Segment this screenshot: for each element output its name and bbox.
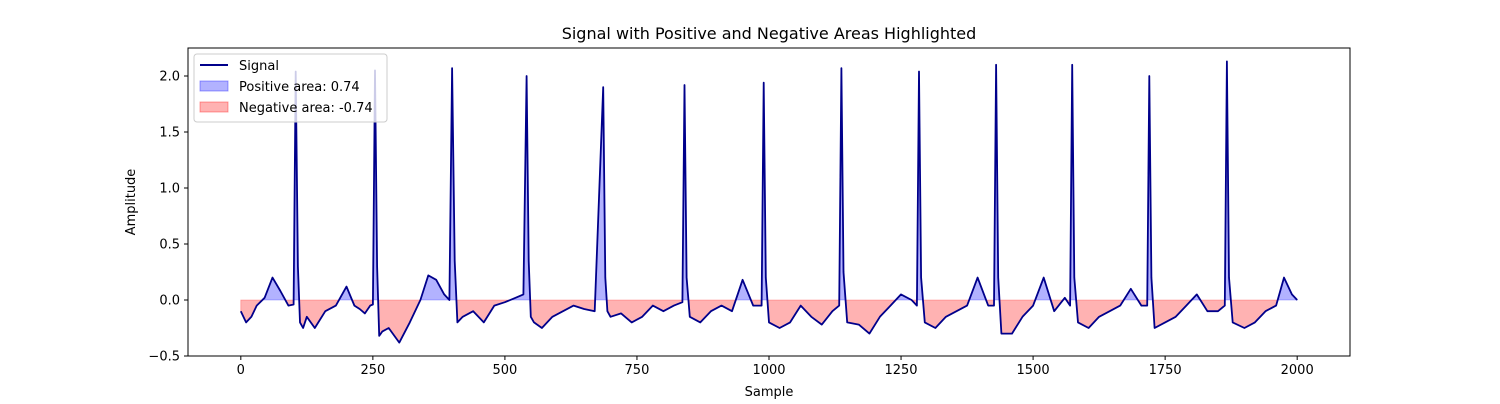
y-axis-title: Amplitude (124, 169, 139, 236)
positive-area-27 (968, 276, 987, 301)
y-tick-label-1: 0.0 (159, 294, 180, 309)
negative-area-20 (766, 299, 840, 329)
x-tick-label-5: 1250 (884, 363, 917, 378)
negative-area-44 (1230, 299, 1279, 329)
x-tick-label-0: 0 (237, 363, 245, 378)
x-tick-label-6: 1500 (1017, 363, 1050, 378)
x-tick-label-7: 1750 (1149, 363, 1182, 378)
y-tick-label-0: −0.5 (148, 350, 180, 365)
signal-layer (239, 60, 1298, 344)
negative-area-12 (529, 299, 596, 329)
y-tick-label-4: 1.5 (159, 126, 180, 141)
legend-negative-swatch (199, 101, 229, 113)
x-tick-label-8: 2000 (1281, 363, 1314, 378)
x-tick-label-4: 1000 (752, 363, 785, 378)
legend-positive-swatch (199, 80, 229, 92)
signal-line (239, 60, 1298, 344)
negative-area-22 (845, 299, 897, 335)
negative-area-40 (1152, 299, 1193, 329)
legend-negative-label: Negative area: -0.74 (239, 101, 373, 116)
y-tick-label-3: 1.0 (159, 182, 180, 197)
negative-area-8 (377, 299, 422, 344)
y-tick-label-5: 2.0 (159, 70, 180, 85)
x-axis-title: Sample (745, 385, 794, 400)
x-tick-label-1: 250 (360, 363, 385, 378)
negative-area-26 (922, 299, 970, 329)
chart-title: Signal with Positive and Negative Areas … (562, 24, 977, 43)
y-axis: −0.5 0.0 0.5 1.0 1.5 2.0 (148, 70, 188, 365)
negative-area-30 (999, 299, 1036, 334)
negative-area-14 (606, 299, 683, 323)
legend-signal-label: Signal (239, 59, 279, 74)
negative-area-36 (1075, 299, 1125, 329)
x-tick-label-3: 750 (625, 363, 650, 378)
legend: Signal Positive area: 0.74 Negative area… (193, 53, 388, 123)
legend-positive-label: Positive area: 0.74 (239, 80, 360, 95)
legend-box (193, 53, 388, 123)
x-tick-label-2: 500 (492, 363, 517, 378)
x-axis: 0 250 500 750 1000 1250 1500 1750 2000 (237, 356, 1314, 378)
y-tick-label-2: 0.5 (159, 238, 180, 253)
